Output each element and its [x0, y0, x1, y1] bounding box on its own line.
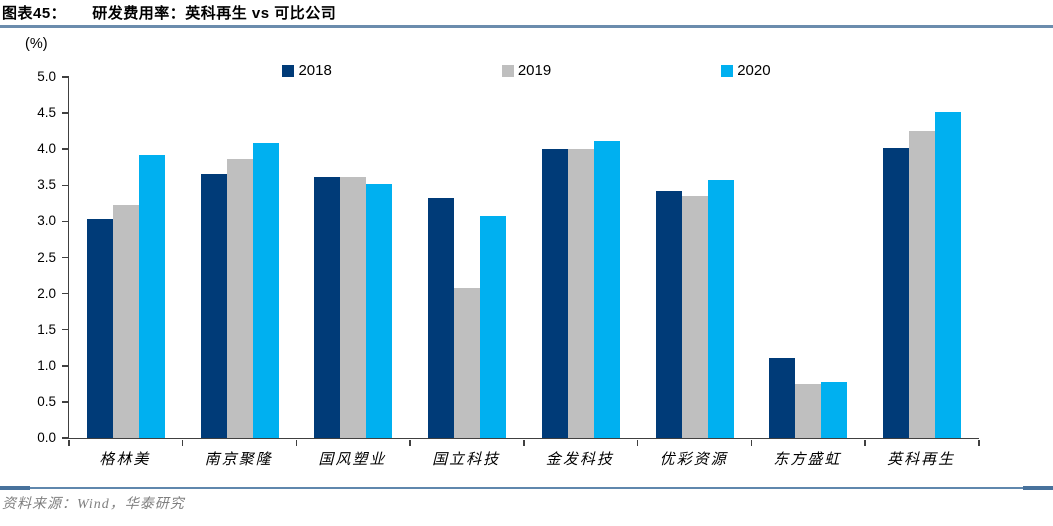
y-tick-label: 3.5 — [37, 177, 56, 193]
legend-item-2020: 2020 — [721, 62, 771, 79]
bar-英科再生-2019 — [909, 131, 936, 438]
y-tick-mark — [62, 112, 69, 114]
bar-金发科技-2019 — [567, 149, 594, 438]
y-tick-mark — [62, 328, 69, 331]
y-tick-label: 0.5 — [37, 393, 56, 409]
x-category-label: 金发科技 — [545, 452, 614, 468]
legend-label: 2019 — [517, 62, 552, 79]
bar-东方盛虹-2020 — [821, 381, 848, 438]
bar-格林美-2018 — [86, 219, 113, 438]
bar-group-英科再生 — [865, 77, 979, 438]
bar-金发科技-2020 — [593, 141, 620, 438]
bar-金发科技-2018 — [541, 148, 568, 438]
y-tick-mark — [62, 148, 69, 150]
bar-group-南京聚隆 — [183, 77, 297, 438]
bar-英科再生-2020 — [935, 112, 962, 438]
y-tick-label: 2.0 — [37, 285, 56, 301]
y-tick-label: 3.0 — [37, 213, 56, 229]
legend-label: 2018 — [298, 62, 332, 79]
bar-group-国风塑业 — [297, 77, 411, 438]
source-divider-cap-right — [1023, 486, 1053, 490]
y-tick-mark — [62, 256, 69, 259]
source-text: 资料来源：Wind，华泰研究 — [2, 497, 185, 512]
y-axis-labels: 0.0 0.5 1.0 1.5 2.0 2.5 3.0 3.5 4.0 4.5 5.0 — [0, 69, 56, 445]
legend: 2018 2019 2020 — [0, 62, 1053, 79]
y-tick-mark — [62, 220, 69, 223]
plot-area — [62, 76, 980, 446]
legend-label: 2020 — [737, 62, 771, 79]
bar-groups — [69, 77, 979, 438]
y-tick-mark — [62, 437, 69, 439]
y-tick-label: 1.0 — [37, 357, 56, 373]
x-category-label: 国风塑业 — [318, 452, 387, 468]
bar-国风塑业-2019 — [340, 176, 367, 438]
y-tick-mark — [62, 76, 69, 78]
bar-东方盛虹-2018 — [769, 357, 796, 438]
bar-国风塑业-2018 — [314, 176, 341, 438]
bar-优彩资源-2020 — [707, 179, 734, 438]
bar-group-优彩资源 — [638, 77, 752, 438]
legend-swatch-2018 — [282, 64, 295, 77]
bar-国立科技-2018 — [428, 198, 455, 438]
bar-格林美-2019 — [112, 204, 139, 438]
legend-item-2018: 2018 — [282, 62, 332, 79]
bar-group-金发科技 — [524, 77, 638, 438]
y-tick-mark — [62, 184, 69, 187]
legend-swatch-2019 — [501, 64, 514, 77]
bar-优彩资源-2019 — [681, 196, 708, 438]
x-tick-mark — [750, 439, 752, 446]
x-category-label: 东方盛虹 — [773, 452, 842, 468]
figure-title: 研发费用率：英科再生 vs 可比公司 — [92, 5, 337, 22]
bar-南京聚隆-2020 — [252, 143, 279, 438]
bar-group-国立科技 — [410, 77, 524, 438]
x-category-label: 国立科技 — [432, 452, 501, 468]
legend-item-2019: 2019 — [501, 62, 552, 79]
x-tick-mark — [409, 439, 411, 446]
x-tick-mark — [68, 439, 70, 446]
y-tick-label: 1.5 — [37, 321, 56, 337]
x-category-label: 英科再生 — [887, 452, 956, 468]
y-tick-mark — [62, 401, 69, 403]
y-tick-label: 4.5 — [37, 105, 56, 121]
x-axis-labels: 格林美 南京聚隆 国风塑业 国立科技 金发科技 优彩资源 东方盛虹 英科再生 — [68, 448, 978, 469]
figure-number-label: 图表45： — [2, 5, 67, 22]
bar-国立科技-2019 — [454, 287, 481, 438]
y-tick-label: 0.0 — [37, 430, 56, 445]
source-divider — [0, 487, 1053, 489]
bar-国风塑业-2020 — [366, 183, 393, 438]
bar-国立科技-2020 — [480, 216, 507, 438]
title-divider — [0, 25, 1053, 28]
x-tick-mark — [978, 439, 980, 446]
figure-header: 图表45： 研发费用率：英科再生 vs 可比公司 — [2, 2, 1052, 23]
x-category-label: 南京聚隆 — [204, 452, 273, 468]
y-axis-unit-label: (%) — [25, 36, 48, 52]
y-tick-label: 4.0 — [37, 141, 56, 157]
x-tick-mark — [181, 439, 184, 446]
bar-东方盛虹-2019 — [795, 383, 822, 438]
bar-group-东方盛虹 — [752, 77, 866, 438]
x-category-label: 优彩资源 — [659, 452, 728, 468]
bar-南京聚隆-2019 — [226, 158, 253, 438]
x-tick-mark — [636, 439, 639, 446]
bar-南京聚隆-2018 — [200, 173, 227, 438]
bar-group-格林美 — [69, 77, 183, 438]
x-tick-mark — [864, 439, 866, 446]
x-category-label: 格林美 — [99, 452, 151, 468]
legend-swatch-2020 — [721, 64, 734, 77]
bar-优彩资源-2018 — [655, 191, 682, 438]
bar-格林美-2020 — [138, 155, 165, 438]
y-tick-mark — [62, 292, 69, 295]
y-tick-label: 5.0 — [37, 69, 56, 84]
bar-英科再生-2018 — [883, 147, 910, 438]
y-tick-mark — [62, 365, 69, 367]
x-tick-mark — [295, 439, 297, 446]
x-tick-mark — [523, 439, 525, 446]
source-divider-cap-left — [0, 486, 30, 490]
y-tick-label: 2.5 — [37, 249, 56, 265]
